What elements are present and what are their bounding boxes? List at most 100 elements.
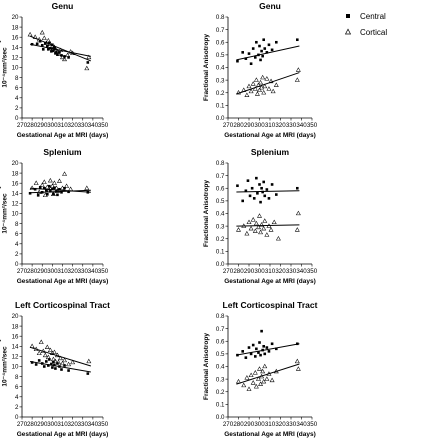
data-point — [254, 91, 260, 96]
x-tick-label: 290 — [37, 268, 48, 275]
y-tick-label: 0 — [15, 261, 19, 268]
x-axis-label: Gestational Age at MRI (days) — [17, 431, 109, 438]
y-tick-label: 0.4 — [216, 211, 225, 218]
data-point — [260, 74, 266, 80]
data-point — [62, 171, 67, 176]
data-point — [45, 360, 48, 363]
data-point — [264, 76, 270, 81]
data-point — [86, 54, 92, 60]
data-point — [246, 83, 252, 89]
data-point — [267, 350, 271, 353]
y-tick-label: 14 — [12, 191, 19, 198]
data-point — [262, 218, 268, 223]
data-point — [265, 188, 269, 191]
series-cortical — [29, 171, 91, 197]
data-point — [263, 47, 267, 50]
chart-panel: Splenium 270 280 290 300 310 320 330 340 350 0 2 4 6 8… — [0, 147, 109, 285]
chart-title: Left Corticospinal Tract — [15, 300, 110, 310]
x-tick-label: 330 — [78, 421, 89, 428]
data-point — [63, 55, 66, 58]
data-point — [65, 52, 71, 58]
data-point — [262, 345, 265, 348]
x-tick-label: 300 — [254, 421, 265, 428]
x-tick-label: 340 — [296, 122, 307, 129]
data-point — [294, 77, 300, 82]
data-point — [36, 36, 42, 42]
data-point — [39, 182, 45, 187]
data-point — [258, 341, 261, 344]
data-point — [248, 225, 254, 231]
chart-panel: Splenium 270 280 290 300 310 320 330 340 350 0.0 0.… — [203, 147, 318, 285]
data-point — [275, 347, 278, 351]
x-tick-label: 300 — [254, 268, 265, 275]
data-point — [45, 37, 51, 43]
y-tick-label: 0.5 — [216, 198, 225, 205]
x-tick-label: 280 — [27, 268, 38, 275]
data-point — [266, 371, 272, 376]
legend-label: Central — [360, 12, 386, 21]
data-point — [267, 197, 271, 200]
x-tick-label: 290 — [244, 268, 255, 275]
data-point — [244, 57, 248, 60]
data-point — [294, 227, 300, 232]
y-tick-label: 0.3 — [216, 223, 225, 230]
data-point — [261, 225, 267, 231]
data-point — [261, 348, 264, 352]
data-point — [38, 185, 42, 189]
data-point — [55, 50, 58, 54]
series-central — [30, 358, 91, 375]
data-point — [36, 350, 42, 356]
data-point — [260, 368, 266, 374]
data-point — [250, 217, 256, 222]
data-point — [262, 38, 265, 42]
y-tick-label: 0.8 — [216, 313, 225, 320]
data-point — [35, 42, 39, 46]
data-point — [48, 41, 51, 45]
data-point — [255, 40, 258, 44]
data-point — [41, 48, 45, 51]
y-tick-label: 8 — [15, 75, 19, 82]
data-point — [52, 360, 55, 364]
y-tick-label: 20 — [12, 313, 19, 320]
data-point — [29, 343, 35, 348]
data-point — [255, 224, 261, 230]
y-tick-label: 16 — [12, 333, 19, 340]
data-point — [241, 87, 247, 92]
x-tick-label: 290 — [37, 421, 48, 428]
data-point — [67, 56, 70, 59]
x-tick-label: 310 — [57, 268, 68, 275]
data-point — [60, 360, 65, 366]
chart-panel: Genu 270 280 290 300 310 320 330 340 350 0 2 4 6 8 10 12… — [0, 1, 109, 139]
data-point — [244, 375, 250, 380]
x-tick-label: 330 — [78, 268, 89, 275]
data-point — [260, 49, 263, 53]
data-point — [62, 56, 67, 62]
chart-title: Splenium — [43, 147, 82, 157]
data-point — [259, 200, 262, 204]
data-point — [244, 92, 250, 97]
y-tick-label: 4 — [15, 95, 19, 102]
y-tick-label: 6 — [15, 384, 19, 391]
data-point — [257, 366, 262, 371]
y-tick-label: 0.7 — [216, 173, 225, 180]
y-tick-label: 8 — [15, 374, 19, 381]
data-point — [271, 219, 277, 225]
y-axis-label: Fractional Anisotropy — [203, 180, 210, 247]
data-point — [33, 346, 39, 352]
data-point — [251, 47, 255, 50]
data-point — [34, 363, 38, 366]
x-tick-label: 280 — [233, 268, 244, 275]
data-point — [296, 186, 299, 190]
data-point — [58, 47, 63, 53]
y-tick-label: 4 — [15, 241, 19, 248]
data-point — [254, 355, 257, 358]
y-axis-label: Fractional Anisotropy — [203, 34, 210, 101]
data-point — [55, 51, 61, 57]
x-tick-label: 310 — [265, 421, 276, 428]
data-point — [268, 78, 274, 84]
data-point — [54, 52, 57, 55]
data-point — [253, 220, 259, 226]
data-point — [264, 232, 270, 237]
data-point — [246, 386, 252, 391]
